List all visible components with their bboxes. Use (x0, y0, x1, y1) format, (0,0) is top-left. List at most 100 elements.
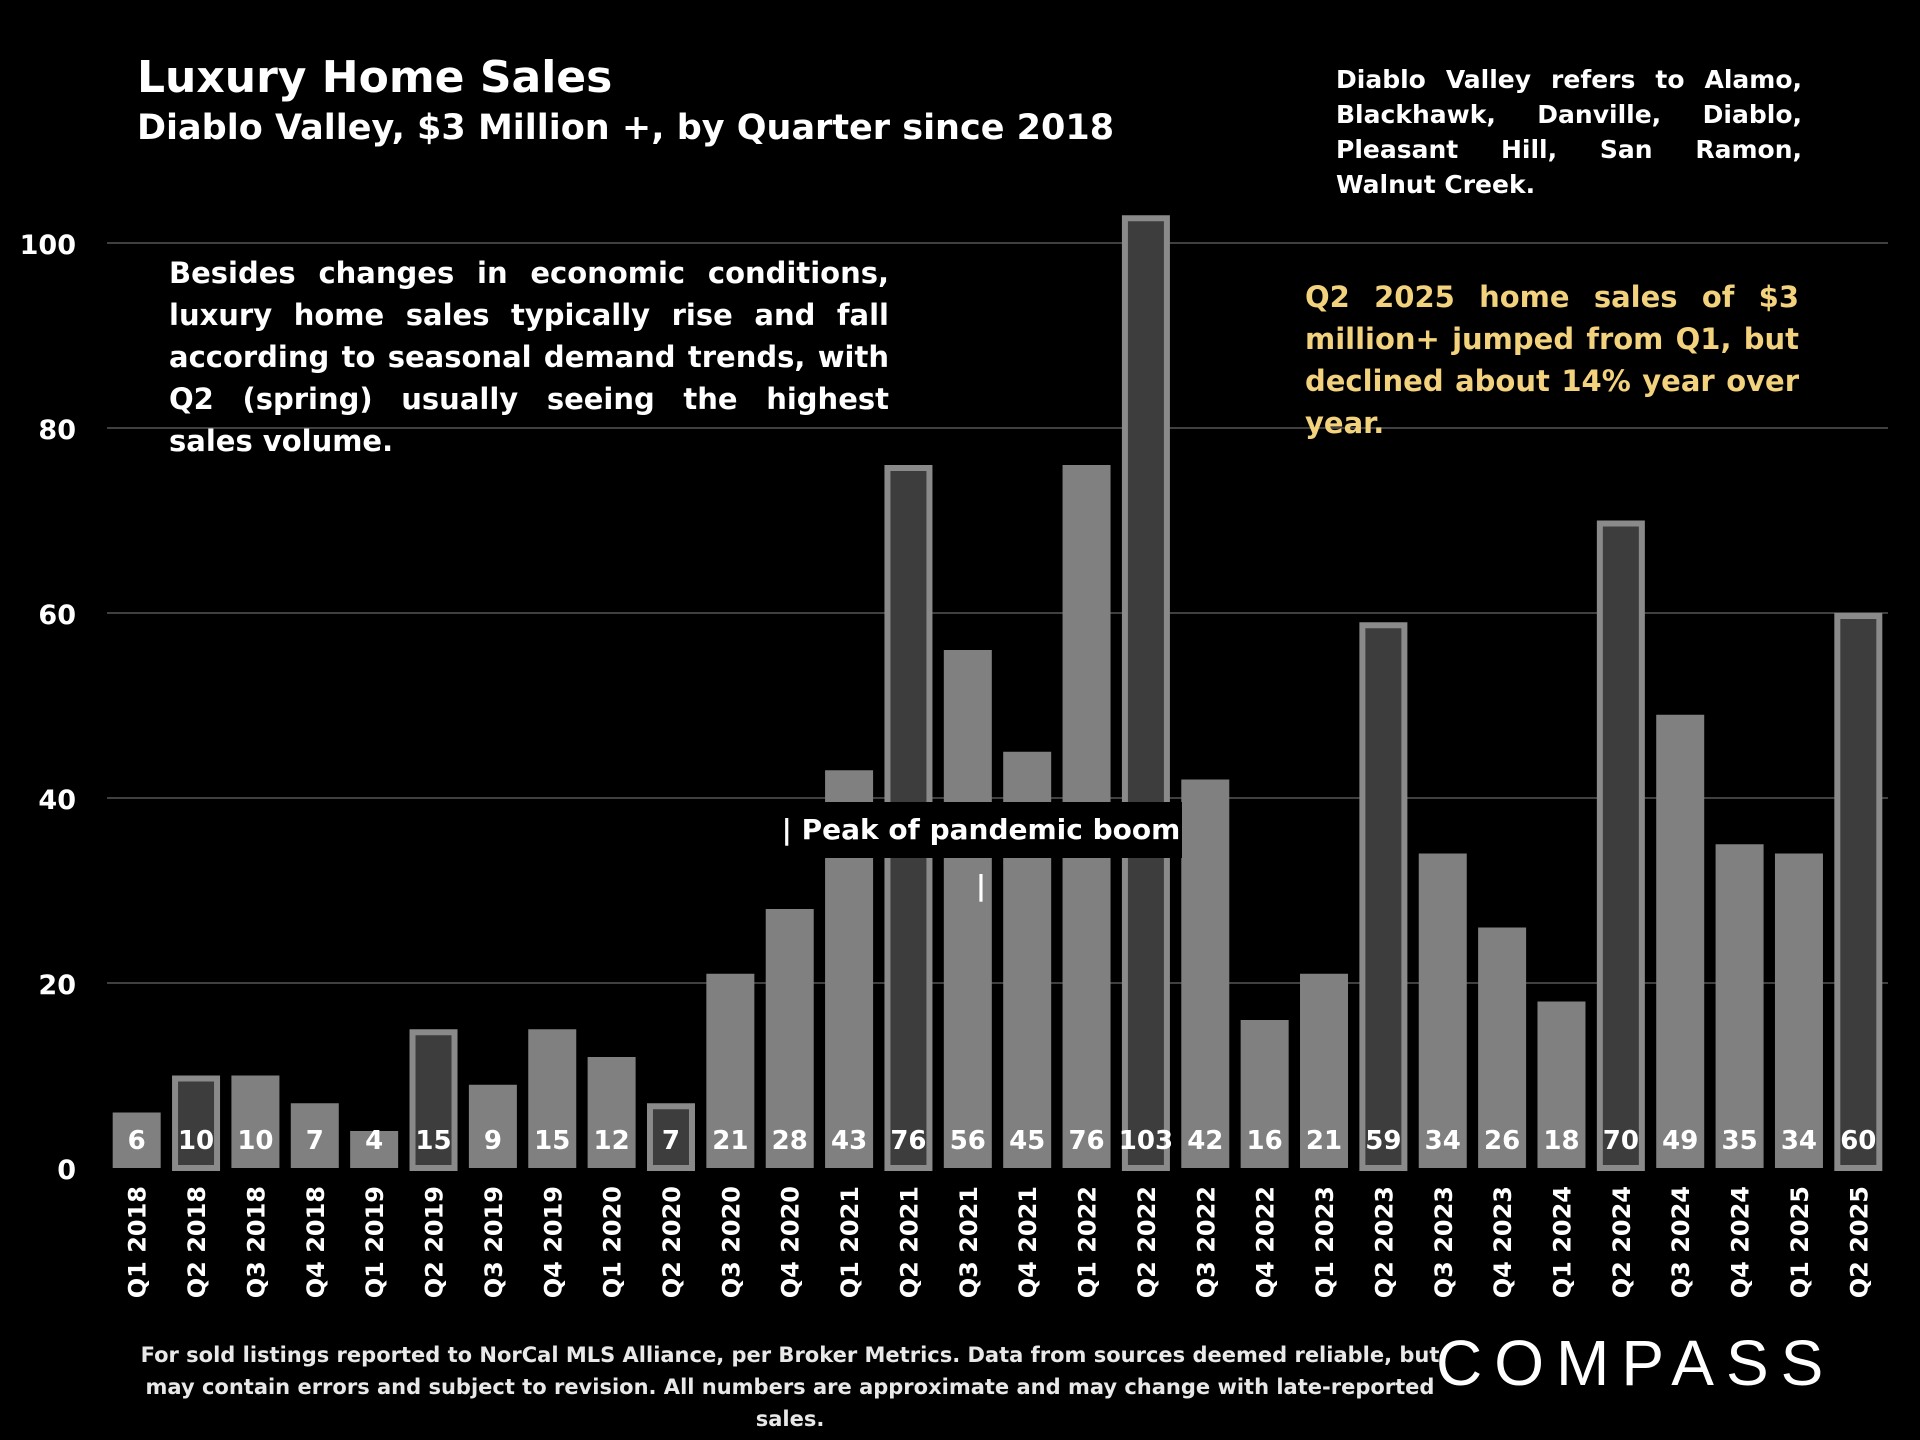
y-tick-label: 40 (38, 785, 76, 816)
bar (1656, 714, 1705, 1168)
x-tick-label: Q4 2021 (1014, 1186, 1042, 1298)
bar (1537, 1001, 1586, 1168)
chart-subtitle: Diablo Valley, $3 Million +, by Quarter … (137, 108, 1115, 148)
bar (528, 1029, 577, 1168)
y-tick-label: 80 (38, 415, 76, 446)
data-label: 60 (1840, 1126, 1876, 1156)
q2-2025-annotation: Q2 2025 home sales of $3 million+ jumped… (1305, 280, 1799, 440)
bar (468, 1084, 517, 1168)
source-footnote: For sold listings reported to NorCal MLS… (140, 1343, 1440, 1431)
x-tick-label: Q3 2023 (1430, 1186, 1458, 1298)
data-label: 7 (662, 1126, 680, 1156)
x-tick-label: Q4 2022 (1252, 1186, 1280, 1298)
x-tick-label: Q4 2020 (777, 1186, 805, 1298)
x-tick-label: Q3 2018 (242, 1186, 270, 1298)
bar (1240, 1020, 1289, 1168)
x-tick-label: Q2 2021 (895, 1186, 923, 1298)
x-tick-label: Q3 2020 (717, 1186, 745, 1298)
x-tick-label: Q3 2022 (1192, 1186, 1220, 1298)
data-label: 10 (178, 1126, 214, 1156)
x-tick-label: Q1 2022 (1074, 1186, 1102, 1298)
data-label: 43 (831, 1126, 867, 1156)
x-tick-label: Q2 2024 (1608, 1186, 1636, 1298)
x-tick-label: Q2 2018 (183, 1186, 211, 1298)
bar (1478, 927, 1527, 1168)
data-label: 9 (484, 1126, 502, 1156)
x-tick-label: Q2 2020 (658, 1186, 686, 1298)
y-axis: 0 20 40 60 80 100 (20, 230, 76, 1186)
data-label: 28 (772, 1126, 808, 1156)
data-label: 49 (1662, 1126, 1698, 1156)
x-tick-label: Q2 2025 (1845, 1186, 1873, 1298)
y-tick-label: 20 (38, 970, 76, 1001)
data-label: 4 (365, 1126, 383, 1156)
bar (765, 909, 814, 1168)
x-tick-label: Q1 2021 (836, 1186, 864, 1298)
bar (1596, 520, 1645, 1171)
bar (1715, 844, 1764, 1168)
x-tick-label: Q1 2020 (599, 1186, 627, 1298)
x-tick-label: Q3 2021 (955, 1186, 983, 1298)
bar (1300, 973, 1349, 1168)
data-label: 6 (128, 1126, 146, 1156)
bar (1834, 613, 1883, 1171)
data-label: 42 (1187, 1126, 1223, 1156)
bar (112, 1112, 161, 1168)
bar (1774, 853, 1823, 1168)
bar (1121, 215, 1170, 1171)
data-label: 59 (1365, 1126, 1401, 1156)
x-axis: Q1 2018 Q2 2018 Q3 2018 Q4 2018 Q1 2019 Q2 20… (124, 1186, 1874, 1298)
data-label: 15 (534, 1126, 570, 1156)
x-tick-label: Q1 2023 (1311, 1186, 1339, 1298)
x-tick-label: Q3 2019 (480, 1186, 508, 1298)
bar (646, 1103, 695, 1171)
bar (1418, 853, 1467, 1168)
data-label: 45 (1009, 1126, 1045, 1156)
data-label: 70 (1603, 1126, 1639, 1156)
x-tick-label: Q2 2023 (1370, 1186, 1398, 1298)
data-label: 34 (1781, 1126, 1817, 1156)
x-tick-label: Q1 2018 (124, 1186, 152, 1298)
gridlines (107, 242, 1888, 984)
data-label: 15 (415, 1126, 451, 1156)
x-tick-label: Q2 2019 (421, 1186, 449, 1298)
x-tick-label: Q1 2024 (1548, 1186, 1576, 1298)
y-tick-label: 100 (20, 230, 76, 261)
bar (1181, 779, 1230, 1168)
data-label: 76 (1068, 1126, 1104, 1156)
x-tick-label: Q1 2019 (361, 1186, 389, 1298)
data-label: 21 (1306, 1126, 1342, 1156)
data-label: 10 (237, 1126, 273, 1156)
bar (172, 1075, 221, 1171)
seasonal-annotation: Besides changes in economic conditions, … (169, 256, 889, 458)
data-label: 21 (712, 1126, 748, 1156)
data-label: 16 (1247, 1126, 1283, 1156)
y-tick-label: 0 (57, 1155, 76, 1186)
data-label: 7 (306, 1126, 324, 1156)
chart-title: Luxury Home Sales (137, 52, 613, 103)
region-note: Diablo Valley refers to Alamo, Blackhawk… (1336, 65, 1802, 199)
data-label: 76 (890, 1126, 926, 1156)
data-label: 12 (594, 1126, 630, 1156)
bar (290, 1103, 339, 1168)
x-tick-label: Q1 2025 (1786, 1186, 1814, 1298)
bar (1359, 622, 1408, 1171)
x-tick-label: Q4 2018 (302, 1186, 330, 1298)
value-labels: 6 10 10 7 4 15 9 15 12 7 21 28 43 76 56 45 76 103 42 16 21 59… (128, 1126, 1877, 1156)
data-label: 26 (1484, 1126, 1520, 1156)
bar (943, 650, 992, 1168)
bar (231, 1075, 280, 1168)
x-tick-label: Q2 2022 (1133, 1186, 1161, 1298)
data-label: 56 (950, 1126, 986, 1156)
compass-logo: COMPASS (1436, 1327, 1836, 1399)
bar (587, 1057, 636, 1168)
bar (706, 973, 755, 1168)
x-tick-label: Q4 2024 (1727, 1186, 1755, 1298)
data-label: 35 (1721, 1126, 1757, 1156)
bar (409, 1029, 458, 1171)
x-tick-label: Q3 2024 (1667, 1186, 1695, 1298)
data-label: 34 (1425, 1126, 1461, 1156)
x-tick-label: Q4 2019 (539, 1186, 567, 1298)
data-label: 18 (1543, 1126, 1579, 1156)
